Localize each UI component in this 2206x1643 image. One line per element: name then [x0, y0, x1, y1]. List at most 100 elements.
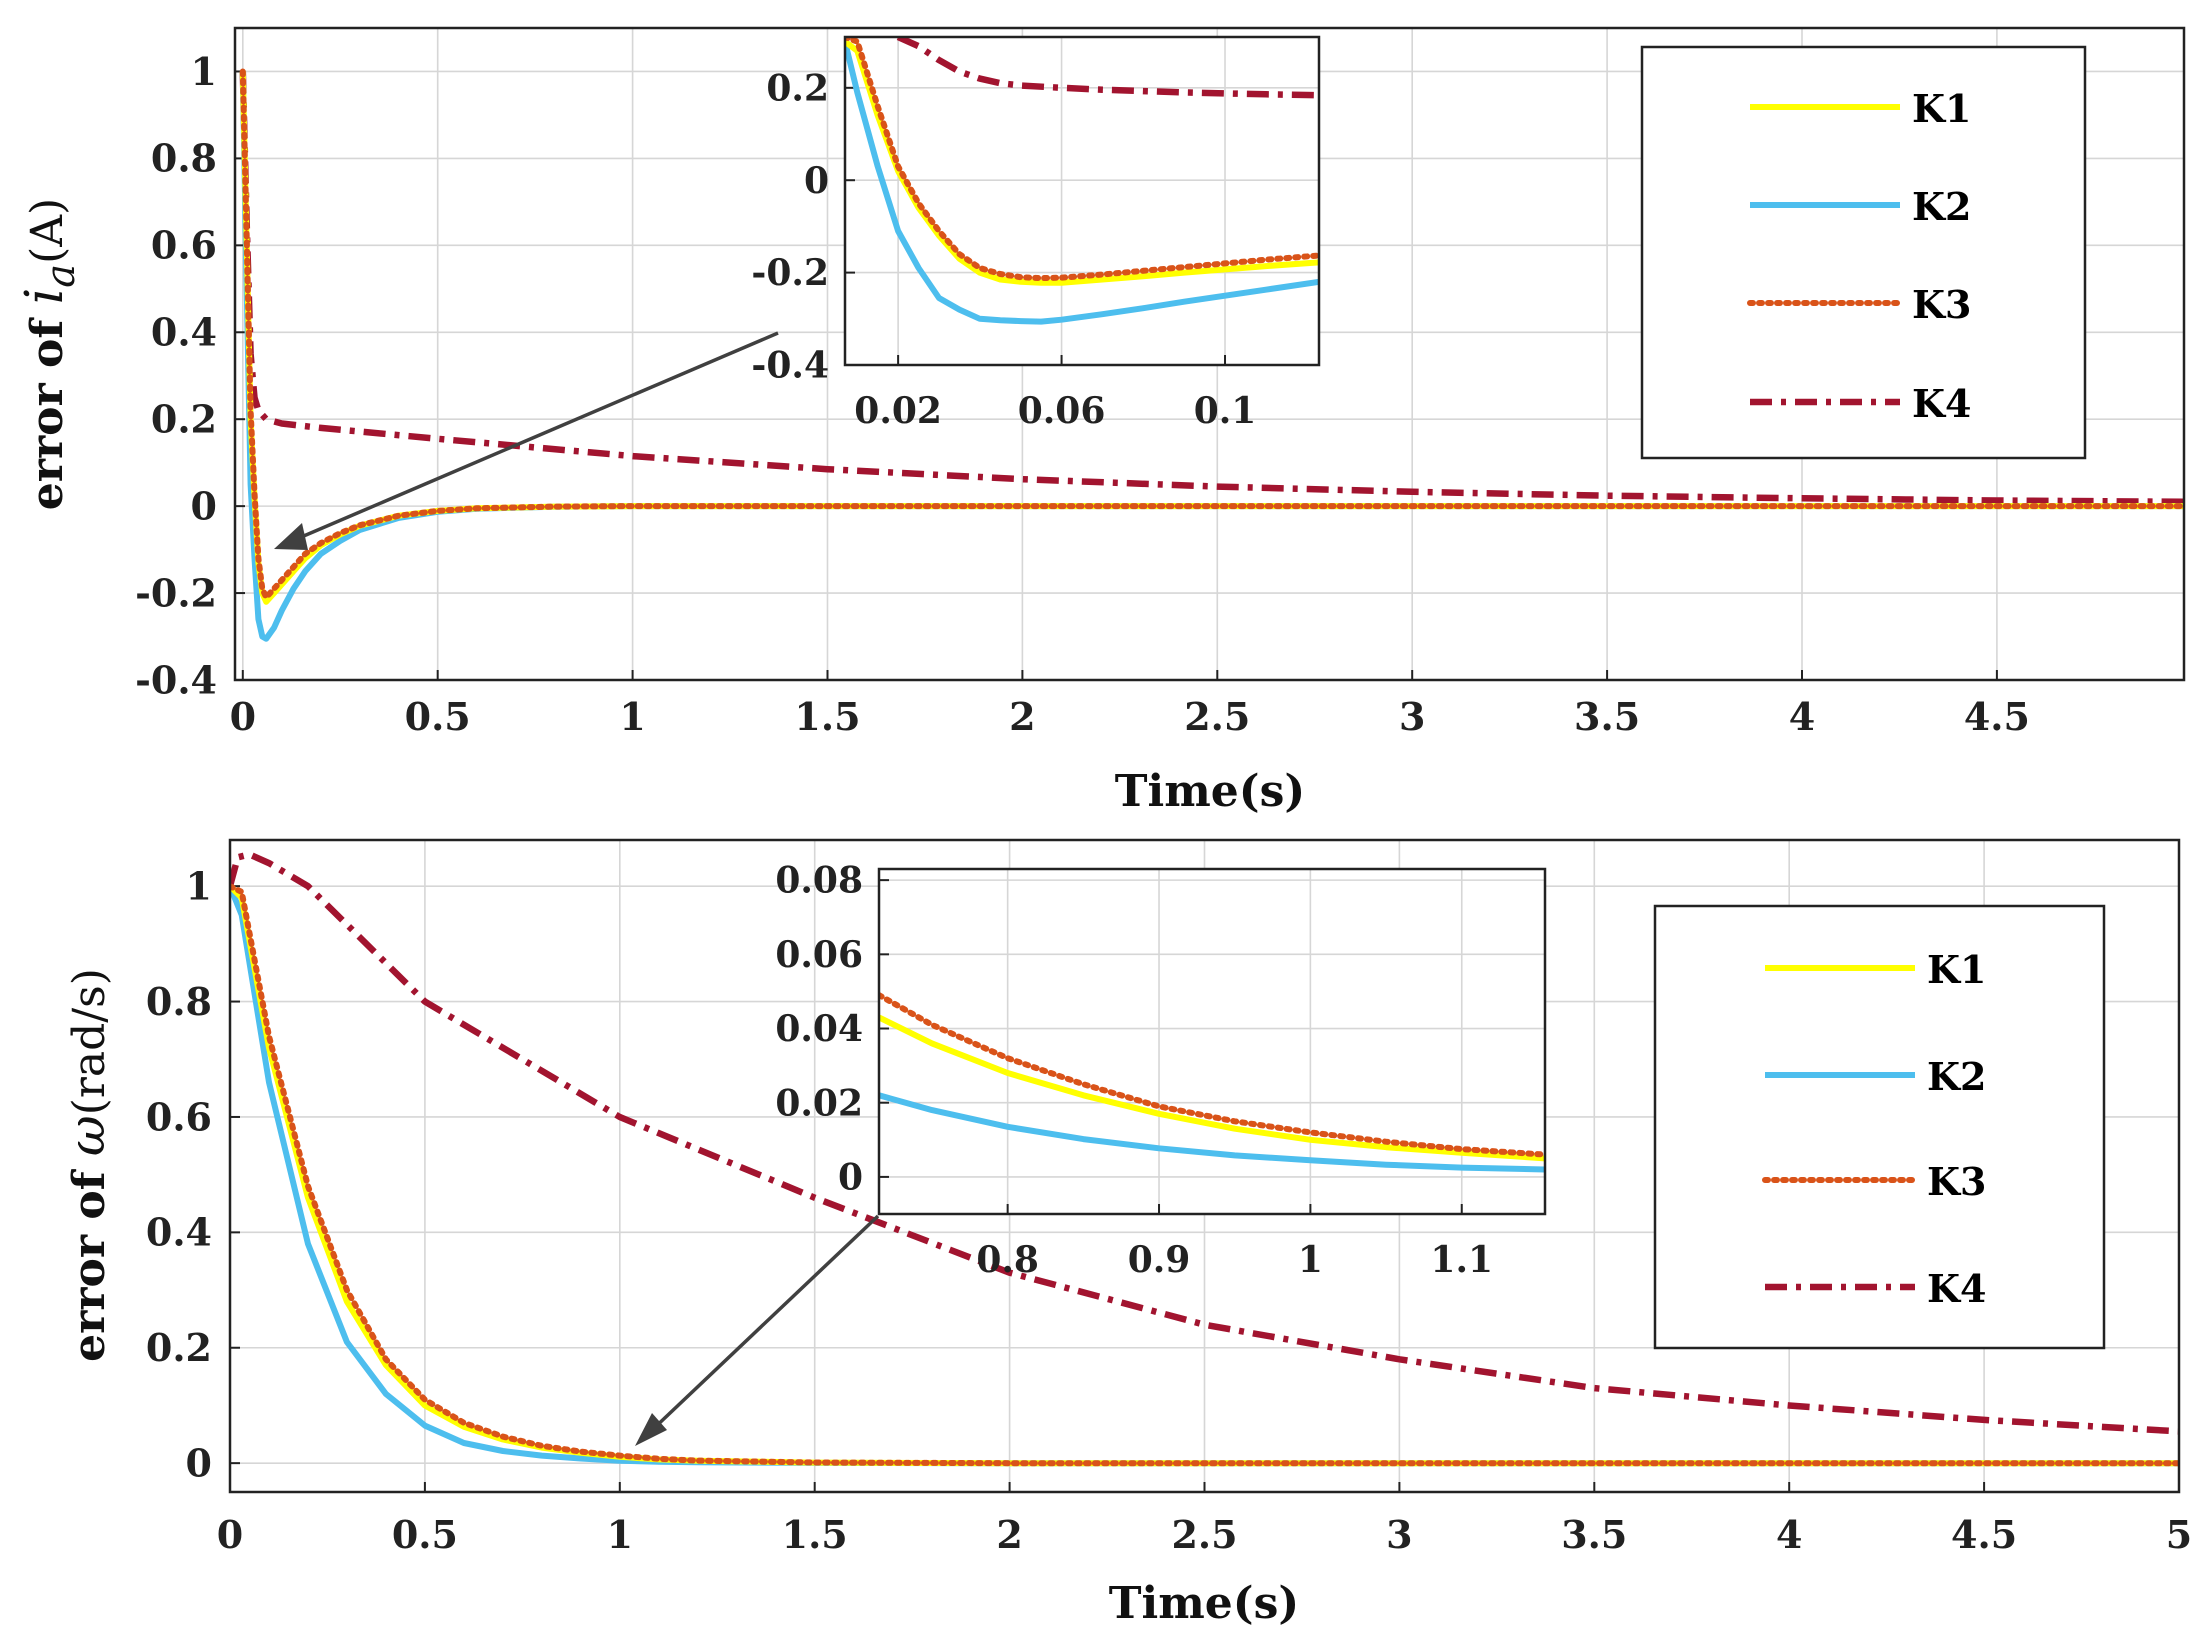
top-ytick-label: 1	[191, 49, 217, 94]
top-inset-ytick-label: -0.4	[751, 345, 829, 387]
top-inset-series-k4	[896, 37, 1319, 99]
bottom-series-k4	[230, 851, 2179, 1435]
top-ytick-label: -0.4	[135, 657, 217, 702]
bottom-xtick-label: 4	[1776, 1512, 1802, 1557]
bottom-inset-xtick-label: 1.1	[1430, 1239, 1493, 1281]
top-inset-frame	[843, 35, 1321, 367]
bottom-ytick-label: 0.4	[146, 1210, 212, 1255]
top-legend: K1 K2 K3 K4	[1640, 45, 2087, 460]
bottom-xtick-label: 1	[607, 1512, 633, 1557]
bottom-legend-label-k4: K4	[1927, 1266, 1986, 1311]
top-ytick-label: 0	[191, 483, 217, 528]
top-series-k4	[239, 71, 2184, 506]
top-legend-label-k1: K1	[1912, 86, 1971, 131]
bottom-axes-frame	[228, 838, 2181, 1494]
bottom-x-tick-labels: 0 0.5 1 1.5 2 2.5 3 3.5 4 4.5 5	[217, 1512, 2192, 1557]
top-xtick-label: 0.5	[405, 694, 471, 739]
bottom-inset-ytick-label: 0.04	[775, 1008, 863, 1050]
bottom-inset-ytick-label: 0.02	[775, 1082, 863, 1124]
top-ylabel: error of ia(A)	[15, 198, 84, 510]
top-ylabel-unit: (A)	[22, 198, 73, 264]
top-legend-box	[1640, 45, 2087, 460]
top-xtick-label: 1	[619, 694, 645, 739]
top-xtick-label: 4.5	[1964, 694, 2030, 739]
top-legend-label-k4: K4	[1912, 381, 1971, 426]
top-xlabel: Time(s)	[1115, 766, 1305, 817]
top-x-tick-labels: 0 0.5 1 1.5 2 2.5 3 3.5 4 4.5	[230, 694, 2030, 739]
bottom-inset-x-tick-labels: 0.8 0.9 1 1.1	[976, 1239, 1493, 1281]
bottom-ytick-label: 0	[186, 1440, 212, 1485]
bottom-legend-label-k2: K2	[1927, 1054, 1986, 1099]
bottom-ylabel: error of ω(rad/s)	[58, 968, 116, 1362]
top-inset-xtick-label: 0.1	[1194, 390, 1257, 432]
top-panel: 0 0.5 1 1.5 2 2.5 3 3.5 4 4.5 -0.4 -0.2 0 0.2 0.4 0.6 0…	[15, 26, 2186, 817]
bottom-inset-series-k1	[879, 1014, 1545, 1162]
bottom-xtick-label: 0	[217, 1512, 243, 1557]
top-ytick-label: -0.2	[135, 570, 217, 615]
bottom-inset-ytick-label: 0.06	[775, 934, 863, 976]
top-inset-xtick-label: 0.06	[1018, 390, 1106, 432]
top-inset-ytick-label: 0	[804, 160, 829, 202]
top-xtick-label: 0	[230, 694, 256, 739]
bottom-inset-series-k2	[879, 1092, 1545, 1173]
top-inset-series-k3	[845, 37, 1319, 282]
bottom-inset-series-k3	[879, 992, 1545, 1158]
top-ylabel-prefix: error of	[22, 304, 73, 510]
bottom-xtick-label: 1.5	[782, 1512, 848, 1557]
top-xtick-label: 4	[1789, 694, 1815, 739]
bottom-xtick-label: 0.5	[392, 1512, 458, 1557]
bottom-ytick-label: 0.8	[146, 979, 212, 1024]
top-ytick-label: 0.6	[151, 223, 217, 268]
bottom-inset: 0.8 0.9 1 1.1 0 0.02 0.04 0.06 0.08	[775, 860, 1547, 1281]
bottom-series-group	[230, 851, 2179, 1467]
bottom-legend-label-k3: K3	[1927, 1159, 1986, 1204]
bottom-y-tick-labels: 0 0.2 0.4 0.6 0.8 1	[146, 863, 212, 1485]
top-inset-ytick-label: 0.2	[766, 67, 829, 109]
bottom-legend: K1 K2 K3 K4	[1653, 904, 2106, 1350]
top-inset-xtick-label: 0.02	[854, 390, 942, 432]
bottom-ytick-label: 0.2	[146, 1325, 212, 1370]
bottom-panel: 0 0.5 1 1.5 2 2.5 3 3.5 4 4.5 5 0 0.2 0.4 0.6 0.8 1 Tim…	[58, 838, 2192, 1629]
bottom-ytick-label: 0.6	[146, 1094, 212, 1139]
bottom-inset-series-group	[879, 992, 1545, 1173]
bottom-ylabel-prefix: error of	[64, 1156, 115, 1362]
top-ytick-label: 0.8	[151, 136, 217, 181]
bottom-ylabel-unit: (rad/s)	[64, 968, 115, 1115]
bottom-ylabel-symbol: ω	[58, 1115, 116, 1156]
bottom-zoom-arrow	[635, 1214, 880, 1446]
top-ylabel-symbol: i	[15, 288, 75, 305]
bottom-xtick-label: 3.5	[1561, 1512, 1627, 1557]
bottom-xtick-label: 4.5	[1951, 1512, 2017, 1557]
bottom-xtick-label: 2	[996, 1512, 1022, 1557]
bottom-xtick-label: 5	[2166, 1512, 2192, 1557]
top-series-group	[239, 68, 2184, 642]
bottom-ytick-label: 1	[186, 863, 212, 908]
bottom-inset-xtick-label: 1	[1298, 1239, 1323, 1281]
bottom-inset-frame	[877, 867, 1547, 1216]
bottom-legend-box	[1653, 904, 2106, 1350]
top-inset: 0.02 0.06 0.1 -0.4 -0.2 0 0.2	[751, 35, 1321, 432]
bottom-xlabel: Time(s)	[1109, 1578, 1299, 1629]
top-axes-frame	[233, 26, 2186, 682]
bottom-inset-xtick-label: 0.9	[1128, 1239, 1191, 1281]
top-inset-x-tick-labels: 0.02 0.06 0.1	[854, 390, 1256, 432]
bottom-legend-label-k1: K1	[1927, 947, 1986, 992]
bottom-xtick-label: 3	[1386, 1512, 1412, 1557]
top-ylabel-subscript: a	[38, 264, 84, 288]
top-legend-label-k3: K3	[1912, 282, 1971, 327]
top-ytick-label: 0.4	[151, 310, 217, 355]
top-xtick-label: 1.5	[794, 694, 860, 739]
top-xtick-label: 2	[1009, 694, 1035, 739]
bottom-inset-xtick-label: 0.8	[976, 1239, 1039, 1281]
bottom-inset-ytick-label: 0	[838, 1157, 863, 1199]
top-xtick-label: 3	[1399, 694, 1425, 739]
top-inset-series-k2	[845, 40, 1319, 325]
top-series-k3	[239, 68, 2184, 601]
top-xtick-label: 3.5	[1574, 694, 1640, 739]
top-xtick-label: 2.5	[1184, 694, 1250, 739]
bottom-series-k3	[230, 883, 2179, 1467]
bottom-xtick-label: 2.5	[1171, 1512, 1237, 1557]
top-inset-ytick-label: -0.2	[751, 252, 829, 294]
bottom-inset-ytick-label: 0.08	[775, 860, 863, 902]
